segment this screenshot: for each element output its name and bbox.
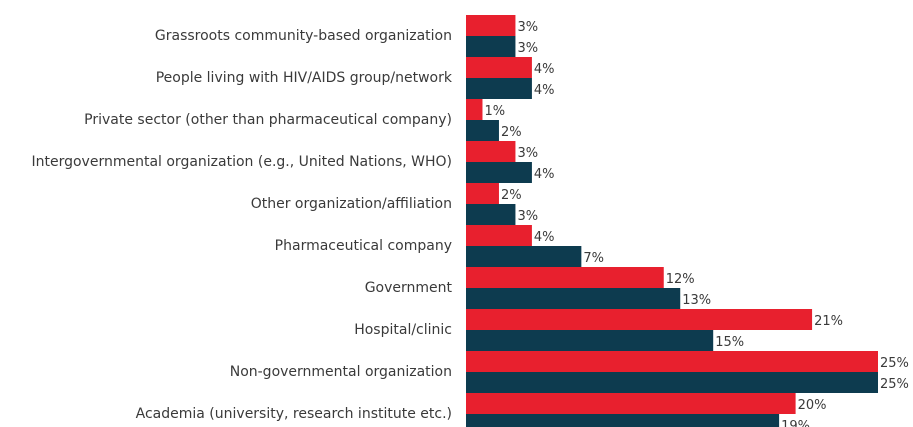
data-label: 3% <box>517 209 538 224</box>
bar <box>466 78 532 99</box>
data-label: 25% <box>880 377 909 392</box>
bar <box>466 225 532 246</box>
data-label: 19% <box>781 419 810 427</box>
bar <box>466 36 516 57</box>
bar <box>466 330 714 351</box>
category-label: Other organization/affiliation <box>251 196 452 212</box>
category-label: Non-governmental organization <box>230 364 452 380</box>
data-label: 3% <box>517 41 538 56</box>
bar <box>466 288 681 309</box>
data-label: 3% <box>517 146 538 161</box>
category-label: Grassroots community-based organization <box>155 28 452 44</box>
bar <box>466 204 516 225</box>
data-label: 15% <box>715 335 744 350</box>
category-label: Government <box>365 280 453 296</box>
data-label: 4% <box>534 83 555 98</box>
bar <box>466 120 499 141</box>
data-label: 2% <box>501 125 522 140</box>
data-label: 25% <box>880 356 909 371</box>
bar <box>466 393 796 414</box>
data-label: 20% <box>798 398 827 413</box>
bar <box>466 183 499 204</box>
data-label: 3% <box>517 20 538 35</box>
data-label: 4% <box>534 167 555 182</box>
bar <box>466 15 516 36</box>
bar <box>466 246 582 267</box>
bar <box>466 57 532 78</box>
category-label: Pharmaceutical company <box>275 238 452 254</box>
bar <box>466 372 878 393</box>
bar <box>466 162 532 183</box>
data-label: 4% <box>534 230 555 245</box>
bar <box>466 267 664 288</box>
category-label: People living with HIV/AIDS group/networ… <box>156 70 453 86</box>
data-label: 7% <box>583 251 604 266</box>
bar <box>466 141 516 162</box>
bar <box>466 99 483 120</box>
category-label: Hospital/clinic <box>354 322 452 338</box>
category-label: Private sector (other than pharmaceutica… <box>84 112 452 128</box>
bar <box>466 414 780 427</box>
data-label: 2% <box>501 188 522 203</box>
bar <box>466 309 813 330</box>
bar <box>466 351 878 372</box>
data-label: 12% <box>666 272 695 287</box>
data-label: 13% <box>682 293 711 308</box>
category-label: Academia (university, research institute… <box>136 406 452 422</box>
data-label: 21% <box>814 314 843 329</box>
data-label: 1% <box>484 104 505 119</box>
data-label: 4% <box>534 62 555 77</box>
category-label: Intergovernmental organization (e.g., Un… <box>31 154 452 170</box>
